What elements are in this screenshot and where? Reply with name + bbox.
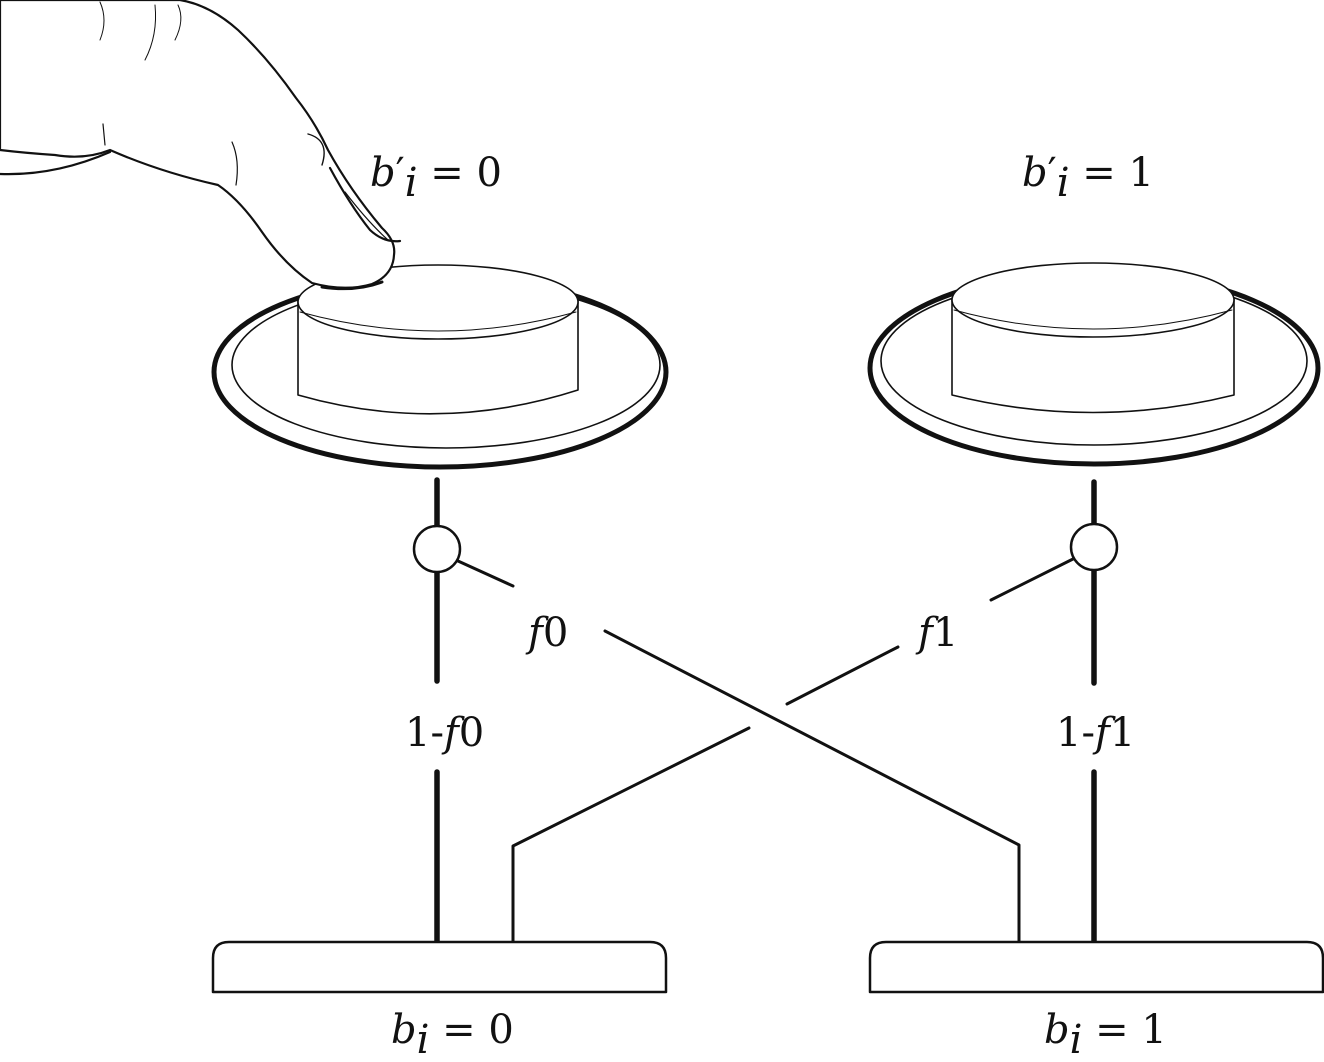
edge-stay-0-label: 1-f0: [405, 710, 484, 756]
edge-cross-1-label: f1: [915, 610, 958, 656]
button-0[interactable]: [211, 264, 669, 470]
edge-cross-0-label: f0: [525, 610, 568, 656]
pad-0-label: bi = 0: [391, 1007, 514, 1062]
junction-left: [412, 524, 462, 574]
pressing-finger-icon: [0, 0, 402, 291]
cross-wire-f1: [511, 557, 1075, 944]
button-1-label: b′i = 1: [1022, 150, 1154, 206]
button-0-label: b′i = 0: [370, 150, 502, 206]
pad-1-shape: [868, 940, 1324, 994]
pad-1-label: bi = 1: [1044, 1007, 1167, 1062]
junction-right: [1069, 522, 1119, 572]
button-1[interactable]: [867, 262, 1321, 467]
cross-wire-f0: [456, 559, 1021, 944]
pad-0-shape: [211, 940, 668, 994]
button-0-cap-rim: [299, 311, 577, 332]
edge-stay-1-label: 1-f1: [1056, 710, 1135, 756]
button-1-cap-top: [951, 262, 1235, 338]
button-1-cap-rim: [953, 309, 1233, 330]
